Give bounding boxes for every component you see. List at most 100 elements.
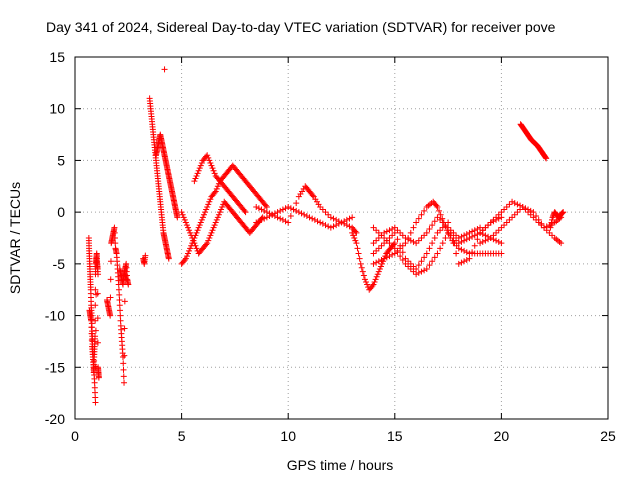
data-point: [271, 210, 278, 217]
data-point: [215, 211, 222, 218]
data-point: [442, 222, 449, 229]
data-point: [455, 260, 462, 267]
data-point: [421, 207, 428, 214]
data-point: [418, 258, 425, 265]
data-point: [391, 250, 398, 257]
data-point: [378, 242, 385, 249]
data-point: [421, 254, 428, 261]
data-point: [95, 374, 102, 381]
data-point: [525, 206, 532, 213]
data-point: [349, 229, 356, 236]
series-cluster-1.5h: [103, 224, 130, 386]
data-point: [210, 167, 217, 174]
data-point: [208, 229, 215, 236]
data-point: [461, 237, 468, 244]
data-point: [370, 224, 377, 231]
data-point: [447, 227, 454, 234]
data-point: [207, 160, 214, 167]
data-point: [498, 240, 505, 247]
data-point: [356, 255, 363, 262]
data-point: [351, 235, 358, 241]
data-point: [501, 206, 508, 213]
data-point: [327, 214, 334, 221]
data-point: [370, 260, 377, 267]
data-point: [205, 237, 212, 244]
data-point: [210, 224, 217, 231]
data-point: [546, 229, 553, 236]
grid: [75, 57, 608, 419]
series-cluster-early-a: [85, 235, 102, 381]
data-point: [455, 245, 462, 252]
data-point: [189, 235, 196, 241]
data-point: [498, 224, 505, 231]
data-point: [242, 209, 249, 216]
data-point: [530, 214, 537, 221]
data-point: [402, 255, 409, 262]
data-point: [378, 232, 385, 239]
data-point: [394, 227, 401, 234]
data-point: [386, 227, 393, 234]
data-point: [376, 266, 383, 273]
data-point: [186, 227, 193, 234]
data-point: [197, 162, 204, 169]
data-point: [517, 206, 524, 213]
data-point: [461, 232, 468, 239]
data-point: [360, 272, 367, 279]
data-point: [317, 203, 324, 210]
y-axis: -20 -15 -10 -5 0 5 10 15: [45, 49, 608, 427]
data-point: [290, 206, 297, 213]
data-point: [213, 216, 220, 223]
data-point: [560, 209, 567, 216]
data-point: [309, 215, 316, 222]
data-point: [319, 220, 326, 227]
data-point: [92, 302, 99, 309]
data-point: [434, 229, 441, 236]
data-point: [559, 210, 566, 217]
data-point: [112, 240, 119, 247]
data-point: [559, 209, 566, 216]
data-point: [204, 203, 211, 210]
data-point: [261, 215, 268, 222]
data-point: [405, 258, 412, 265]
data-point: [402, 240, 409, 247]
data-point: [463, 256, 470, 263]
data-point: [282, 218, 289, 225]
data-point: [474, 225, 481, 232]
data-point: [450, 240, 457, 247]
data-point: [180, 214, 187, 221]
data-point: [262, 202, 269, 209]
data-points: [85, 66, 567, 406]
data-point: [375, 258, 382, 265]
data-point: [437, 245, 444, 252]
data-point: [343, 216, 350, 223]
data-point: [493, 229, 500, 236]
data-point: [203, 241, 210, 248]
data-point: [183, 222, 190, 229]
data-point: [429, 222, 436, 229]
data-point: [193, 172, 200, 179]
data-point: [208, 162, 215, 169]
data-point: [327, 224, 334, 231]
data-point: [415, 262, 422, 269]
data-point: [277, 215, 284, 222]
series-bands-14to20h-a: [370, 198, 505, 267]
data-point: [442, 235, 449, 241]
y-tick-label: 5: [57, 152, 65, 168]
data-point: [182, 219, 189, 226]
data-point: [88, 317, 95, 324]
data-point: [279, 206, 286, 213]
data-point: [453, 250, 460, 257]
data-point: [352, 228, 359, 235]
data-point: [431, 254, 438, 261]
data-point: [193, 245, 200, 252]
data-point: [121, 298, 128, 305]
data-point: [415, 237, 422, 244]
data-point: [391, 240, 398, 247]
data-point: [263, 203, 270, 210]
data-point: [199, 214, 206, 221]
data-point: [202, 209, 209, 216]
x-tick-label: 25: [600, 428, 616, 444]
data-point: [391, 224, 398, 231]
data-point: [410, 238, 417, 245]
data-point: [482, 232, 489, 239]
